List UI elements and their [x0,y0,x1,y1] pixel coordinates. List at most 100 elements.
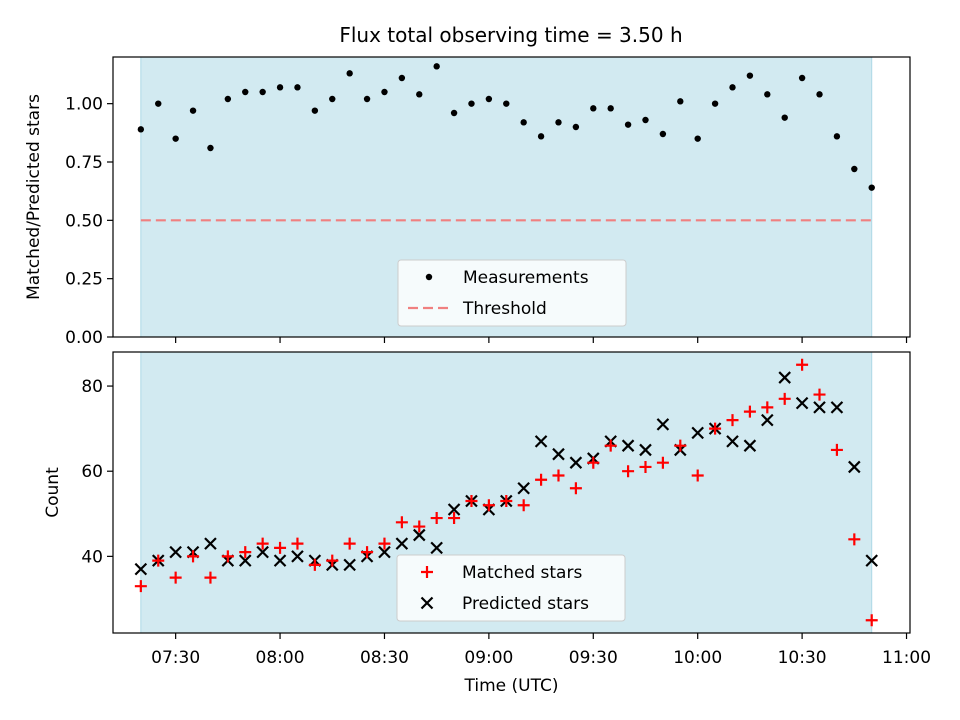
matched-star-point [656,456,669,469]
ratio-legend-box [397,259,627,327]
matched-star-point [639,460,652,473]
count-legend-label: Matched stars [462,563,582,583]
matched-star-point [343,537,356,550]
measurement-point [398,74,406,82]
measurement-point [172,135,179,142]
matched-star-point [761,401,774,414]
measurement-point [224,95,232,103]
predicted-star-point [134,562,148,576]
predicted-star-point [430,541,443,555]
ratio-ytick-label: 0.50 [65,211,103,231]
count-panel: 40 60 80 07:30 08:00 08:30 09:00 09:30 10:00 10:3… [43,351,931,696]
predicted-star-point [621,439,635,452]
predicted-star-point [778,371,791,384]
predicted-star-point [639,443,652,457]
matched-star-point [326,554,339,567]
matched-star-point [726,414,739,427]
ratio-legend: Measurements Threshold [397,259,627,327]
predicted-star-point [830,401,844,414]
predicted-star-point [447,503,461,516]
measurement-point [677,98,684,105]
matched-star-point [830,443,843,456]
matched-star-point [395,516,408,529]
count-ytick-label: 80 [81,377,103,397]
count-xtick-label: 08:30 [360,648,409,668]
matched-star-point [169,571,182,584]
predicted-star-point [656,418,670,431]
ratio-ytick-label: 0.75 [65,153,103,173]
ratio-ylabel: Matched/Predicted stars [24,94,44,300]
predicted-star-point [743,439,757,452]
predicted-star-point [552,447,565,461]
predicted-star-point [291,550,304,563]
predicted-star-point [273,554,287,567]
matched-star-point [691,469,704,482]
matched-star-point [274,541,287,554]
count-ylabel: Count [43,467,63,518]
matched-star-point [221,550,234,563]
predicted-star-point [395,537,409,550]
matched-star-point [291,537,304,550]
matched-star-point [187,550,200,563]
ratio-frame [112,56,911,338]
legend-measurements-marker [425,273,433,281]
measurement-point [433,63,440,70]
count-frame [112,351,911,634]
count-ytick-label: 60 [81,462,103,482]
measurement-point [485,95,493,103]
measurement-point [851,165,858,173]
matched-star-point [743,405,756,418]
matched-star-point [448,512,461,525]
measurement-point [503,100,510,107]
predicted-star-point [865,554,878,567]
count-xtick-label: 11:00 [882,648,931,668]
measurement-point [711,100,719,107]
measurement-point [189,107,197,114]
matched-star-point [709,422,722,435]
matched-star-point [308,558,321,571]
matched-star-point [622,465,635,478]
count-legend-label: Predicted stars [462,594,589,614]
measurement-point [520,119,527,126]
matched-star-point [587,456,600,469]
ratio-ytick-label: 0.25 [65,270,103,290]
matched-star-point [361,546,374,559]
measurement-point [450,109,458,117]
count-legend: Matched stars Predicted stars [396,554,626,622]
predicted-star-point [569,456,583,469]
measurement-point [816,91,823,98]
count-xtick-label: 09:00 [464,648,513,668]
measurement-point [468,100,475,107]
predicted-star-point [238,554,252,567]
matched-star-point [535,473,548,486]
measurement-point [833,133,841,140]
matched-star-point [796,358,809,371]
measurement-point [294,84,301,91]
measurement-point [764,91,771,98]
predicted-star-point [726,435,739,448]
matched-star-point [465,495,478,508]
ratio-panel: 0.00 0.25 0.50 0.75 1.00 Matched/Predicted st… [24,56,911,348]
matched-star-point [813,388,826,401]
predicted-star-point [378,545,391,559]
count-xtick-label: 07:30 [151,648,200,668]
matched-star-point [517,499,530,512]
count-xlabel: Time (UTC) [464,676,559,696]
measurement-point [416,91,423,98]
measurement-point [746,72,754,79]
count-xtick-label: 09:30 [569,648,618,668]
legend-predicted-marker [420,596,434,610]
measurement-point [607,105,614,112]
measurement-point [363,95,371,103]
count-xtick-label: 10:00 [673,648,722,668]
predicted-star-point [204,537,217,550]
matched-star-point [604,439,617,452]
matched-star-point [256,537,269,550]
measurement-point [590,105,597,112]
measurement-point [346,70,353,77]
measurement-point [381,88,388,96]
ratio-legend-label: Measurements [463,268,589,288]
measurement-point [555,119,562,126]
count-legend-box [396,554,626,622]
